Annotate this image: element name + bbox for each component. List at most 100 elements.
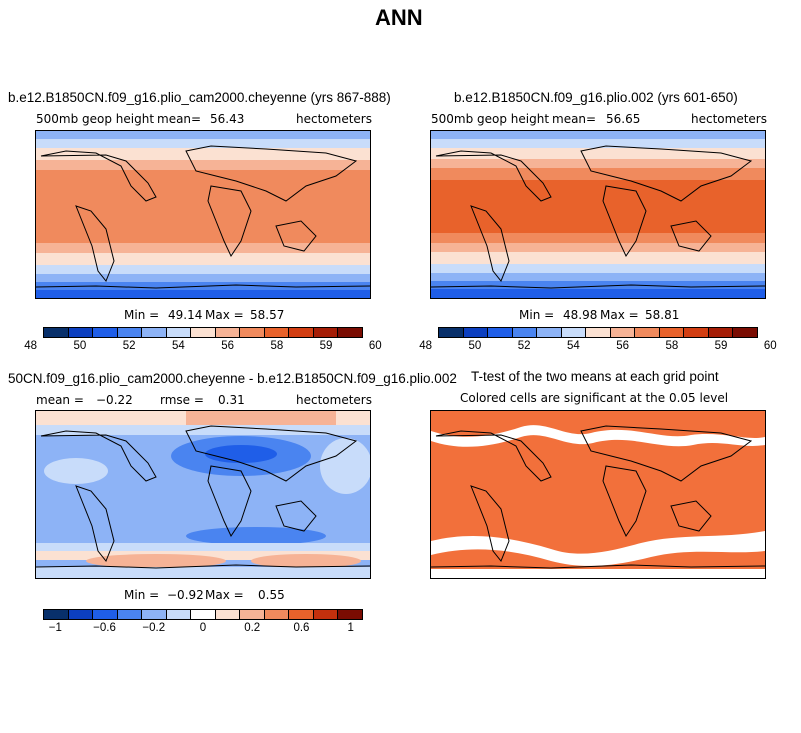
panel3-min-value: −0.92 bbox=[167, 588, 204, 602]
panel2-min-label: Min = bbox=[519, 308, 555, 322]
cb1-swatch-0 bbox=[44, 328, 69, 337]
cb2-swatch-3 bbox=[512, 328, 538, 337]
cb3-swatch-2 bbox=[93, 610, 118, 619]
panel2-mean-label: mean= bbox=[552, 112, 597, 126]
cb1-swatch-10 bbox=[289, 328, 314, 337]
cb3-swatch-5 bbox=[166, 610, 192, 619]
cb3-swatch-1 bbox=[68, 610, 94, 619]
panel2-colorbar bbox=[438, 327, 758, 338]
panel3-units: hectometers bbox=[296, 393, 372, 407]
panel2-map bbox=[430, 130, 766, 299]
cb3-swatch-8 bbox=[240, 610, 265, 619]
cb1ticks-label: 60 bbox=[368, 340, 382, 352]
panel1-mean-value: 56.43 bbox=[210, 112, 245, 126]
cb1-swatch-12 bbox=[338, 328, 362, 337]
cb3-swatch-10 bbox=[289, 610, 314, 619]
panel2-max-label: Max = bbox=[600, 308, 639, 322]
cb3ticks-label: 1 bbox=[347, 622, 354, 634]
panel1-max-value: 58.57 bbox=[250, 308, 285, 322]
panel2-field: 500mb geop height bbox=[431, 112, 550, 126]
cb3ticks-label: 0.6 bbox=[293, 622, 310, 634]
cb2-swatch-8 bbox=[635, 328, 660, 337]
cb1ticks-label: 52 bbox=[122, 340, 136, 352]
cb2-swatch-11 bbox=[708, 328, 734, 337]
cb1-swatch-11 bbox=[313, 328, 339, 337]
panel1-map bbox=[35, 130, 371, 299]
cb2-swatch-6 bbox=[586, 328, 611, 337]
panel1-min-value: 49.14 bbox=[168, 308, 203, 322]
panel1-colorbar bbox=[43, 327, 363, 338]
cb2ticks-label: 54 bbox=[566, 340, 580, 352]
cb3ticks-label: 0 bbox=[199, 622, 207, 634]
cb3ticks-label: −0.2 bbox=[142, 622, 166, 634]
panel2-max-value: 58.81 bbox=[645, 308, 680, 322]
panel2-title: b.e12.B1850CN.f09_g16.plio.002 (yrs 601-… bbox=[454, 90, 738, 105]
cb2-swatch-0 bbox=[439, 328, 464, 337]
cb3-swatch-6 bbox=[191, 610, 216, 619]
panel2-units: hectometers bbox=[691, 112, 767, 126]
cb2ticks-label: 56 bbox=[616, 340, 630, 352]
cb2ticks-label: 52 bbox=[517, 340, 531, 352]
cb1-swatch-3 bbox=[117, 328, 143, 337]
cb3-swatch-11 bbox=[313, 610, 339, 619]
cb1-swatch-7 bbox=[215, 328, 241, 337]
cb2-swatch-10 bbox=[684, 328, 709, 337]
cb2ticks-label: 58 bbox=[665, 340, 679, 352]
cb2-swatch-2 bbox=[488, 328, 513, 337]
cb1-swatch-8 bbox=[240, 328, 265, 337]
cb3ticks-label: −0.6 bbox=[93, 622, 116, 634]
cb2ticks-label: 59 bbox=[714, 340, 728, 352]
panel3-min-label: Min = bbox=[124, 588, 160, 602]
panel1-field: 500mb geop height bbox=[36, 112, 155, 126]
cb3ticks-label: 0.2 bbox=[244, 622, 261, 634]
panel3-map bbox=[35, 410, 371, 579]
cb2ticks-label: 50 bbox=[468, 340, 482, 352]
cb3-swatch-7 bbox=[215, 610, 241, 619]
panel4-subtitle: Colored cells are significant at the 0.0… bbox=[460, 391, 729, 405]
panel1-title: b.e12.B1850CN.f09_g16.plio_cam2000.cheye… bbox=[8, 90, 391, 105]
panel3-max-value: 0.55 bbox=[258, 588, 285, 602]
figure-title: ANN bbox=[375, 5, 423, 30]
cb3-swatch-3 bbox=[117, 610, 143, 619]
cb3-swatch-4 bbox=[142, 610, 167, 619]
panel3-mean-value: −0.22 bbox=[96, 393, 133, 407]
panel1-min-label: Min = bbox=[124, 308, 160, 322]
panel4-map bbox=[430, 410, 766, 579]
cb1-swatch-1 bbox=[68, 328, 94, 337]
panel3-rmse-value: 0.31 bbox=[218, 393, 245, 407]
panel3-max-label: Max = bbox=[205, 588, 244, 602]
cb2-swatch-7 bbox=[610, 328, 636, 337]
panel3-mean-label: mean = bbox=[36, 393, 84, 407]
cb2-swatch-12 bbox=[733, 328, 757, 337]
cb2-swatch-1 bbox=[463, 328, 489, 337]
cb1-swatch-4 bbox=[142, 328, 167, 337]
cb1ticks-label: 50 bbox=[73, 340, 87, 352]
cb1ticks-label: 48 bbox=[24, 340, 38, 352]
cb1ticks-label: 59 bbox=[319, 340, 333, 352]
cb2ticks-label: 48 bbox=[419, 340, 433, 352]
cb2-swatch-4 bbox=[537, 328, 562, 337]
cb1-swatch-5 bbox=[166, 328, 192, 337]
panel3-colorbar bbox=[43, 609, 363, 620]
panel1-max-label: Max = bbox=[205, 308, 244, 322]
panel3-rmse-label: rmse = bbox=[160, 393, 204, 407]
cb1ticks-label: 54 bbox=[171, 340, 185, 352]
cb2-swatch-5 bbox=[561, 328, 587, 337]
cb1ticks-label: 58 bbox=[270, 340, 284, 352]
cb1-swatch-6 bbox=[191, 328, 216, 337]
cb2ticks-label: 60 bbox=[763, 340, 777, 352]
cb3ticks-label: −1 bbox=[48, 622, 62, 634]
panel1-units: hectometers bbox=[296, 112, 372, 126]
cb3-swatch-9 bbox=[264, 610, 290, 619]
cb3-swatch-12 bbox=[338, 610, 362, 619]
panel1-mean-label: mean= bbox=[157, 112, 202, 126]
cb1-swatch-9 bbox=[264, 328, 290, 337]
panel2-mean-value: 56.65 bbox=[606, 112, 641, 126]
cb1ticks-label: 56 bbox=[221, 340, 235, 352]
panel4-title: T-test of the two means at each grid poi… bbox=[471, 369, 719, 384]
cb2-swatch-9 bbox=[659, 328, 685, 337]
panel3-title: 50CN.f09_g16.plio_cam2000.cheyenne - b.e… bbox=[8, 371, 457, 386]
panel2-min-value: 48.98 bbox=[563, 308, 598, 322]
cb3-swatch-0 bbox=[44, 610, 69, 619]
cb1-swatch-2 bbox=[93, 328, 118, 337]
